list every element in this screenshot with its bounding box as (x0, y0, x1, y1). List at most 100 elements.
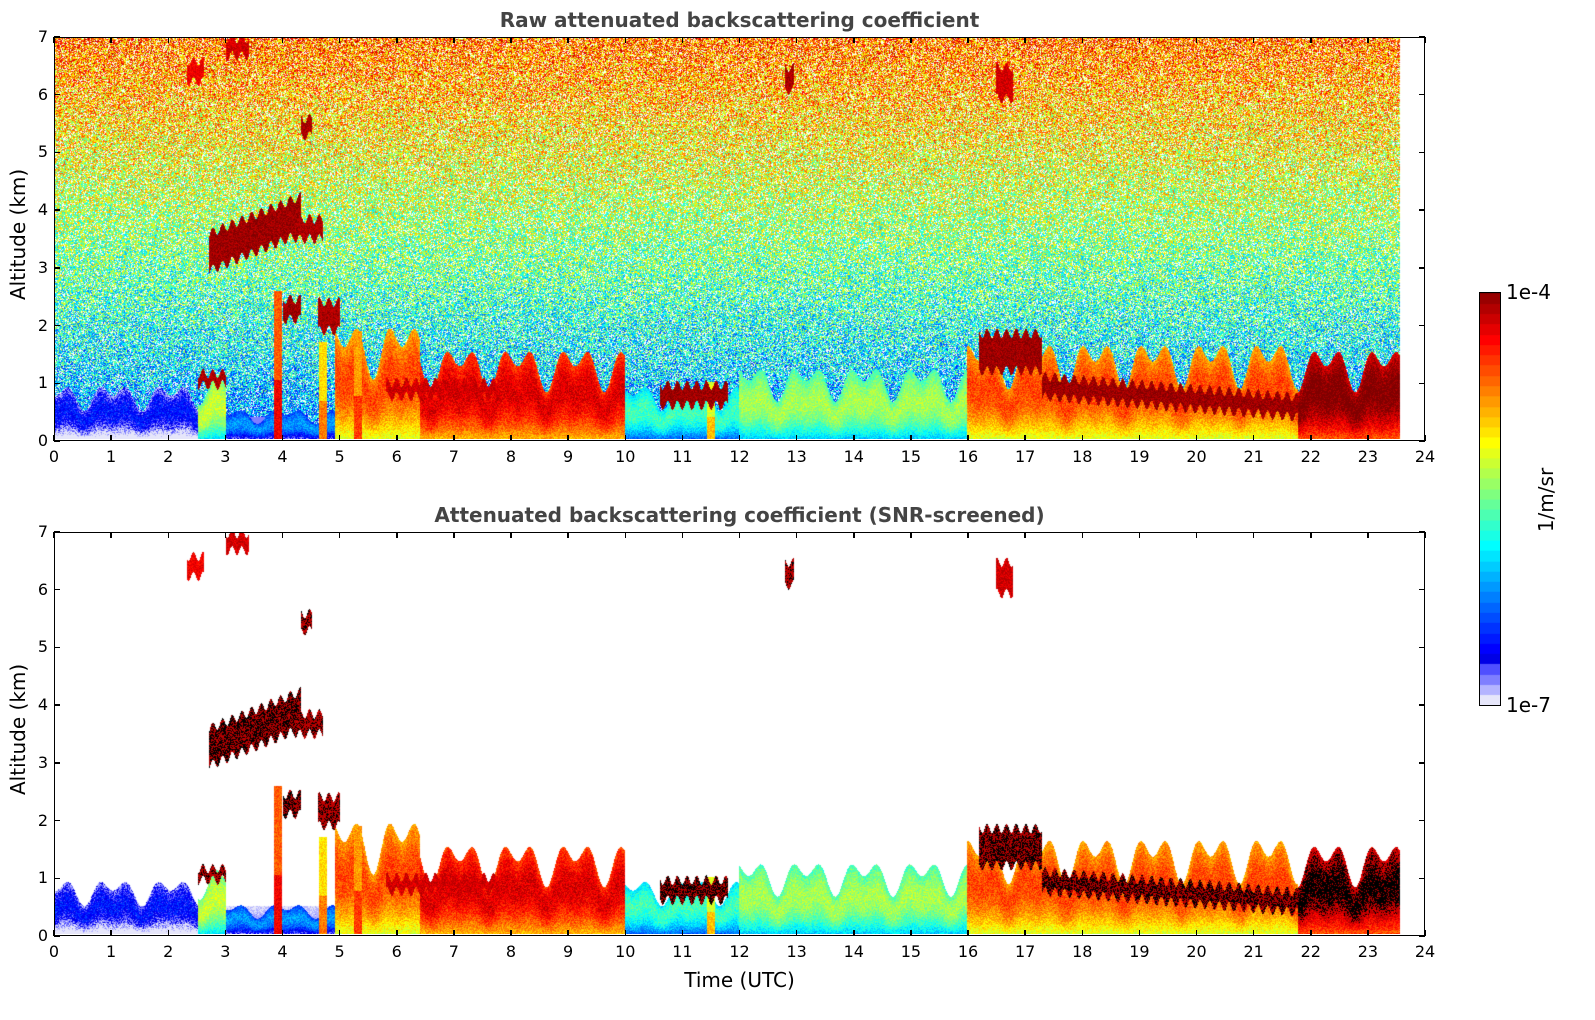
x-tick-mark (167, 532, 169, 538)
bottom-heatmap (55, 533, 1423, 934)
x-tick-label: 19 (1129, 447, 1150, 466)
x-tick-mark (967, 930, 969, 936)
x-tick-label: 10 (615, 447, 636, 466)
x-tick-label: 2 (163, 942, 174, 961)
x-tick-mark (1367, 435, 1369, 441)
x-tick-mark (453, 435, 455, 441)
x-tick-label: 21 (1243, 942, 1264, 961)
y-tick-mark (1419, 819, 1425, 822)
x-tick-label: 22 (1300, 447, 1321, 466)
x-tick-mark (1310, 532, 1312, 538)
y-tick-label: 5 (37, 637, 48, 657)
x-tick-label: 4 (277, 447, 288, 466)
x-tick-mark (338, 435, 341, 441)
x-tick-mark (224, 532, 227, 538)
bottom-chart-plot-area (54, 532, 1425, 936)
y-tick-mark (1419, 93, 1425, 96)
x-tick-mark (167, 435, 169, 441)
x-tick-mark (1367, 532, 1369, 538)
x-tick-mark (1310, 37, 1312, 43)
x-tick-mark (224, 930, 227, 936)
x-tick-label: 0 (48, 447, 60, 466)
y-tick-mark (1419, 588, 1425, 591)
x-tick-mark (167, 930, 169, 936)
x-tick-mark (1024, 435, 1026, 441)
y-tick-mark (1419, 151, 1425, 154)
x-tick-mark (967, 37, 969, 43)
x-tick-mark (738, 532, 741, 538)
x-tick-mark (1424, 532, 1426, 538)
x-tick-mark (681, 435, 684, 441)
x-tick-label: 1 (106, 447, 117, 466)
y-tick-mark (1419, 646, 1425, 649)
bottom-chart-title: Attenuated backscattering coefficient (S… (434, 503, 1045, 527)
y-tick-mark (54, 819, 60, 822)
x-tick-mark (1367, 37, 1369, 43)
x-tick-mark (110, 37, 112, 43)
x-tick-mark (853, 532, 855, 538)
y-tick-label: 0 (37, 431, 48, 450)
x-tick-label: 16 (957, 447, 979, 466)
y-tick-mark (1419, 209, 1425, 211)
y-tick-mark (1419, 935, 1425, 937)
y-tick-mark (54, 704, 60, 706)
y-tick-label: 2 (37, 810, 48, 830)
y-tick-label: 2 (37, 315, 48, 335)
x-tick-mark (1252, 930, 1255, 936)
x-tick-mark (110, 435, 112, 441)
top-chart-title: Raw attenuated backscattering coefficien… (499, 8, 980, 32)
x-tick-label: 20 (1186, 447, 1207, 466)
x-tick-mark (567, 930, 569, 936)
y-tick-mark (54, 209, 60, 211)
x-tick-mark (224, 435, 227, 441)
x-tick-mark (53, 532, 55, 538)
x-tick-mark (1081, 930, 1083, 936)
y-tick-label: 1 (37, 868, 48, 888)
x-tick-mark (510, 435, 512, 441)
x-tick-mark (453, 532, 455, 538)
y-tick-label: 6 (37, 579, 48, 599)
x-tick-mark (567, 435, 569, 441)
y-tick-mark (54, 877, 60, 880)
y-tick-label: 4 (37, 200, 48, 220)
x-tick-label: 11 (672, 447, 693, 466)
x-tick-mark (1024, 37, 1026, 43)
y-tick-label: 5 (37, 142, 48, 162)
y-tick-mark (54, 151, 60, 154)
x-tick-label: 24 (1414, 942, 1436, 961)
top-chart-plot-area (54, 37, 1425, 441)
x-tick-label: 23 (1357, 942, 1379, 961)
x-tick-mark (1424, 930, 1426, 936)
x-tick-mark (453, 37, 455, 43)
top-y-axis-label: Altitude (km) (6, 168, 30, 300)
x-tick-mark (853, 930, 855, 936)
top-heatmap (55, 38, 1423, 439)
x-tick-label: 2 (163, 447, 174, 466)
y-tick-mark (54, 531, 60, 533)
x-tick-mark (624, 930, 626, 936)
x-tick-label: 21 (1243, 447, 1264, 466)
x-axis-label: Time (UTC) (684, 968, 795, 992)
x-tick-mark (53, 930, 55, 936)
x-tick-mark (681, 37, 684, 43)
y-tick-mark (54, 646, 60, 649)
y-tick-mark (1419, 324, 1425, 327)
y-tick-label: 7 (37, 522, 48, 541)
x-tick-mark (567, 532, 569, 538)
x-tick-label: 12 (729, 447, 750, 466)
x-tick-label: 20 (1186, 942, 1207, 961)
x-tick-mark (167, 37, 169, 43)
x-tick-label: 16 (957, 942, 979, 961)
x-tick-mark (795, 532, 798, 538)
x-tick-label: 5 (334, 942, 345, 961)
x-tick-mark (1195, 532, 1198, 538)
x-tick-mark (1310, 435, 1312, 441)
x-tick-label: 23 (1357, 447, 1379, 466)
x-tick-mark (738, 435, 741, 441)
x-tick-mark (281, 37, 284, 43)
x-tick-mark (1024, 532, 1026, 538)
x-tick-label: 13 (786, 942, 807, 961)
x-tick-mark (281, 435, 284, 441)
x-tick-mark (681, 930, 684, 936)
x-tick-mark (1081, 532, 1083, 538)
